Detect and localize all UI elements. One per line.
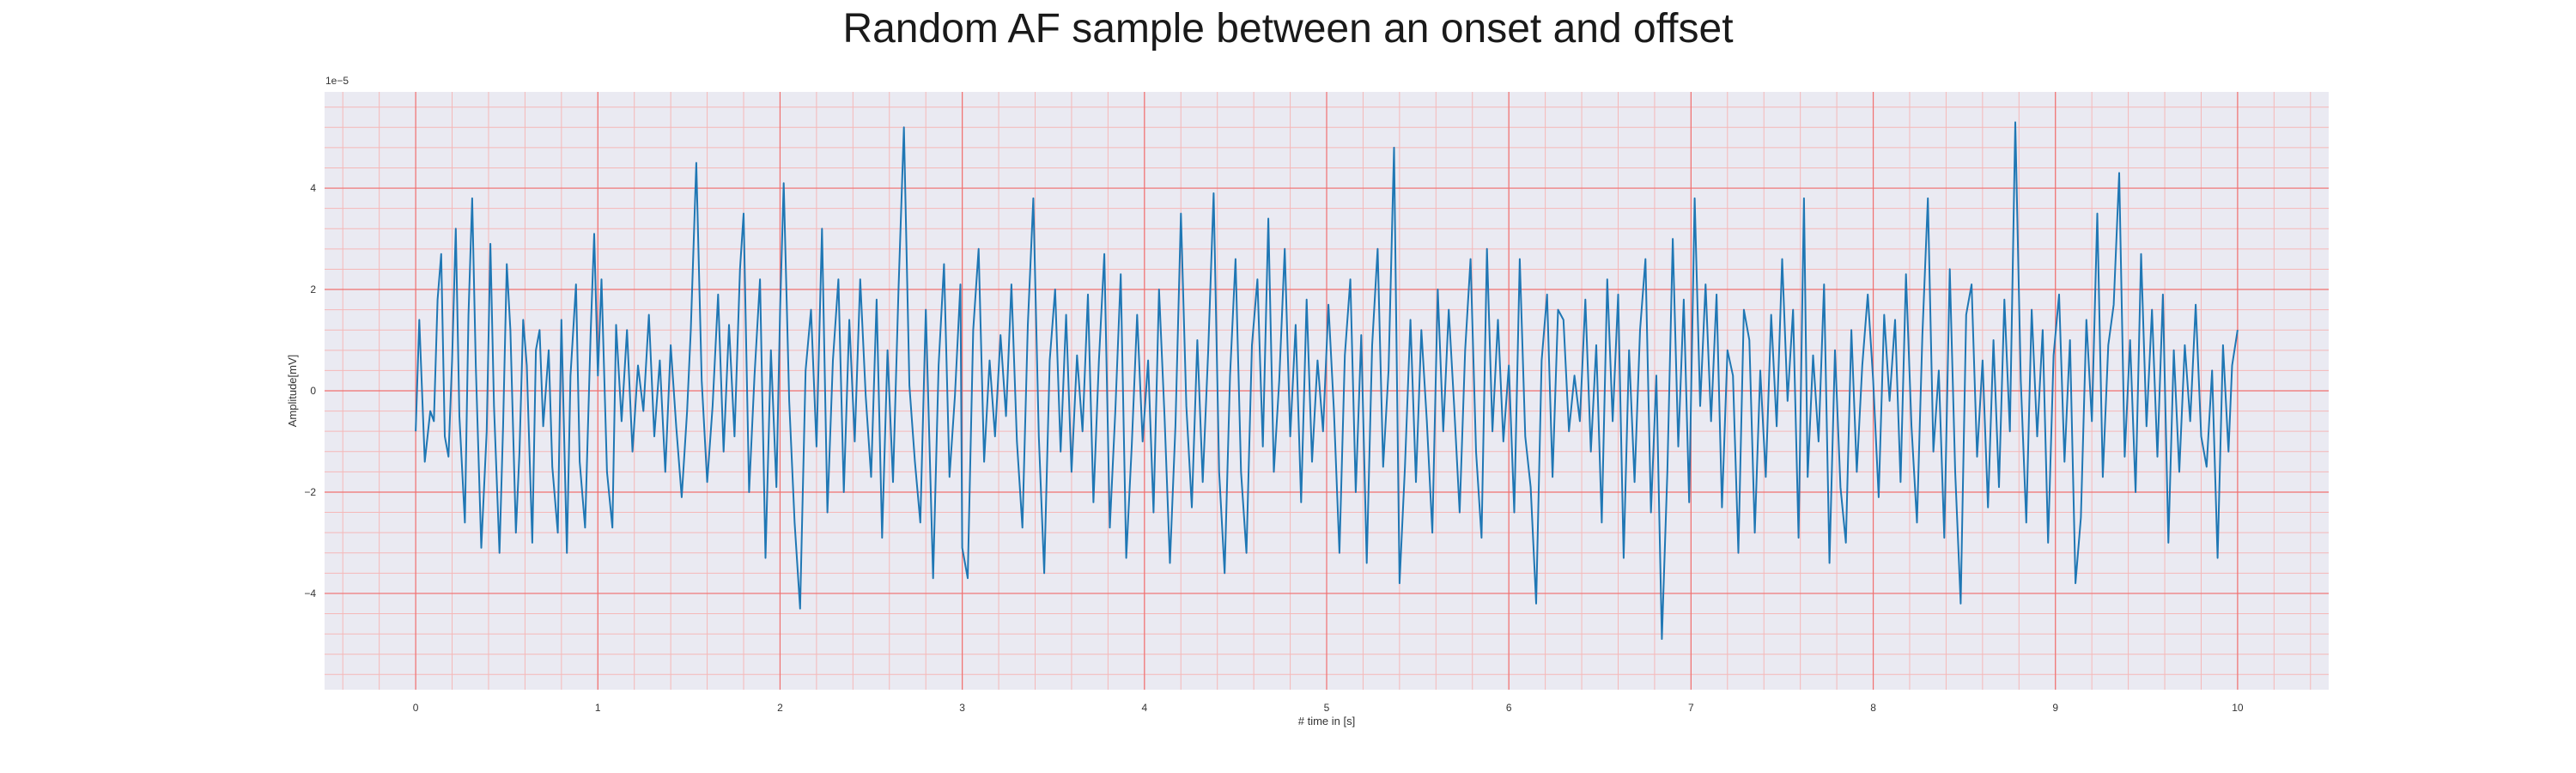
x-tick-labels: 0 1 2 3 4 5 6 7 8 9 10 xyxy=(413,702,2244,714)
x-tick-label: 5 xyxy=(1324,702,1330,714)
x-tick-label: 9 xyxy=(2052,702,2058,714)
x-tick-label: 2 xyxy=(777,702,783,714)
y-tick-label: −4 xyxy=(304,587,316,600)
y-tick-labels: −4 −2 0 2 4 xyxy=(304,182,316,600)
x-tick-label: 10 xyxy=(2232,702,2244,714)
x-tick-label: 0 xyxy=(413,702,419,714)
y-offset-label: 1e−5 xyxy=(325,75,349,87)
y-axis-label: Amplitude[mV] xyxy=(286,355,299,428)
x-tick-label: 1 xyxy=(595,702,601,714)
x-tick-label: 7 xyxy=(1688,702,1694,714)
x-tick-label: 3 xyxy=(959,702,965,714)
series-line xyxy=(415,121,2239,640)
x-tick-label: 4 xyxy=(1141,702,1147,714)
x-tick-label: 6 xyxy=(1506,702,1512,714)
x-tick-label: 8 xyxy=(1870,702,1876,714)
y-tick-label: 2 xyxy=(310,283,316,295)
x-axis-label: # time in [s] xyxy=(1298,715,1355,727)
y-tick-label: 4 xyxy=(310,182,316,194)
y-tick-label: −2 xyxy=(304,486,316,498)
chart-title: Random AF sample between an onset and of… xyxy=(842,6,1734,52)
y-tick-label: 0 xyxy=(310,385,316,397)
major-grid xyxy=(325,92,2329,690)
